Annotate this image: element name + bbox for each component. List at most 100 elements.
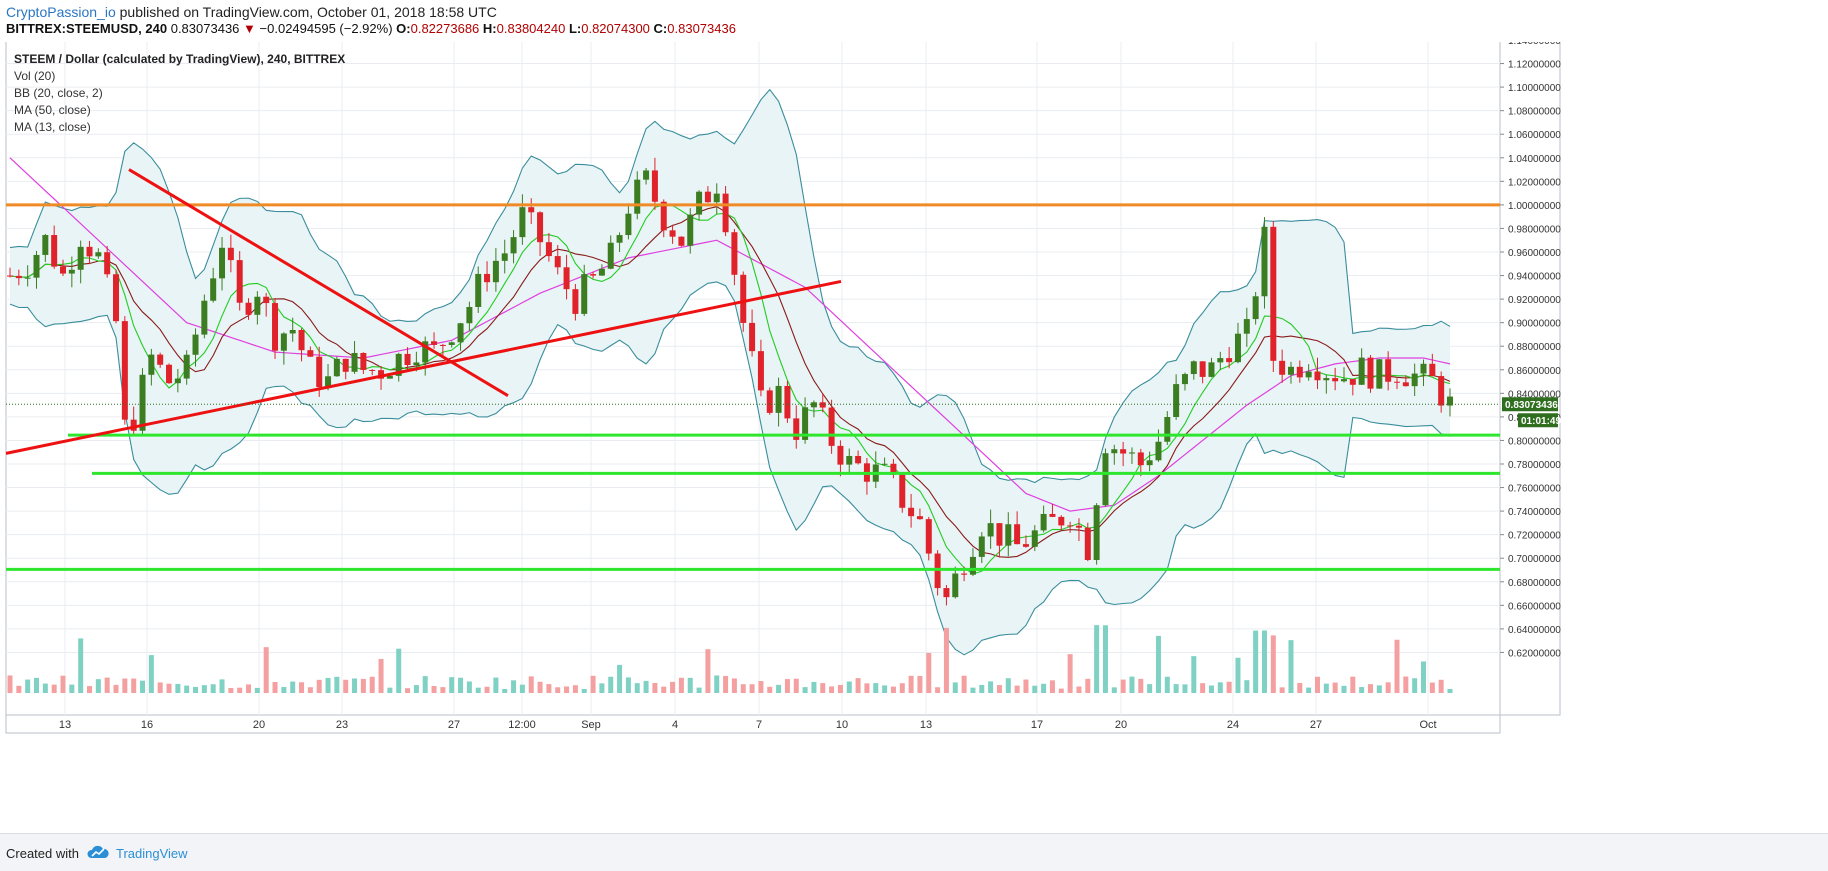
volume-bar — [290, 681, 296, 693]
candle-body — [1261, 226, 1268, 297]
price-chart[interactable]: 1.14000000 1.12000000 1.10000000 1.08000000… — [0, 42, 1828, 833]
volume-bar — [281, 686, 287, 693]
candle-body — [775, 385, 782, 413]
descending-trendline[interactable] — [128, 168, 509, 397]
volume-bar — [687, 677, 693, 693]
volume-bar — [1261, 630, 1267, 693]
candle-body — [86, 246, 93, 257]
volume-bar — [431, 686, 437, 693]
volume-bar — [935, 687, 941, 693]
candle-body — [236, 260, 243, 303]
y-tick-label: 0.64000000 — [1508, 625, 1561, 636]
candle-body — [272, 303, 279, 351]
volume-bar — [131, 678, 137, 693]
volume-bar — [1217, 682, 1223, 693]
candle-body — [457, 323, 464, 343]
volume-bar — [802, 687, 808, 693]
candle-body — [219, 247, 226, 279]
candle-body — [1243, 319, 1250, 334]
volume-bar — [254, 687, 260, 693]
volume-bar — [228, 688, 234, 693]
volume-bar — [1359, 687, 1365, 693]
volume-bar — [493, 677, 499, 693]
candle-body — [1411, 373, 1418, 387]
volume-bar — [1014, 685, 1020, 693]
bollinger-fill — [10, 89, 1450, 655]
volume-bar — [7, 675, 13, 693]
candle-body — [837, 445, 844, 465]
candle-body — [766, 390, 773, 413]
candle-body — [678, 236, 685, 246]
volume-bar — [193, 686, 199, 693]
candle-body — [899, 474, 906, 508]
candle-body — [669, 230, 676, 237]
volume-bar — [1403, 676, 1409, 693]
candle-body — [731, 232, 738, 275]
volume-bar — [776, 684, 782, 693]
volume-bar — [1385, 682, 1391, 693]
y-tick-label: 0.70000000 — [1508, 554, 1561, 565]
candle-body — [519, 207, 526, 238]
x-tick-label: 27 — [448, 719, 460, 731]
volume-bar — [1085, 678, 1091, 693]
candle-body — [757, 351, 764, 391]
volume-bar — [325, 677, 331, 693]
candle-body — [192, 334, 199, 355]
candle-body — [227, 247, 234, 261]
candle-body — [1429, 363, 1436, 377]
candle-body — [696, 191, 703, 215]
candle-body — [333, 358, 340, 377]
volume-bar — [1429, 682, 1435, 693]
candle-body — [598, 268, 605, 276]
candle-body — [1173, 384, 1180, 418]
volume-bar — [95, 679, 101, 693]
legend-ma50[interactable]: MA (50, close) — [14, 103, 91, 117]
candle-body — [1111, 449, 1118, 454]
candle-body — [625, 213, 632, 236]
candle-body — [1385, 359, 1392, 382]
candle-body — [1199, 361, 1206, 377]
candle-body — [1420, 363, 1427, 374]
author-link[interactable]: CryptoPassion_io — [6, 4, 116, 20]
time-axis[interactable] — [5, 714, 1501, 734]
volume-bar — [1323, 683, 1329, 693]
y-tick-label: 0.72000000 — [1508, 531, 1561, 542]
candle-body — [1014, 524, 1021, 545]
tradingview-link[interactable]: TradingView — [116, 846, 188, 861]
volume-bar — [670, 681, 676, 693]
volume-bar — [1173, 684, 1179, 693]
candle-body — [1305, 371, 1312, 378]
candle-body — [581, 274, 588, 314]
candle-body — [978, 536, 985, 557]
candle-body — [60, 266, 67, 274]
candle-body — [254, 296, 261, 315]
volume-bar — [51, 684, 57, 693]
volume-bar — [378, 658, 384, 693]
countdown-text: 01:01:49 — [1521, 416, 1561, 427]
legend-ma13[interactable]: MA (13, close) — [14, 120, 91, 134]
volume-bar — [1155, 635, 1161, 693]
chart-legend: STEEM / Dollar (calculated by TradingVie… — [14, 51, 345, 136]
candle-body — [1358, 357, 1365, 385]
candle-body — [784, 385, 791, 419]
candle-body — [174, 378, 181, 384]
volume-bar — [78, 638, 84, 693]
legend-bb[interactable]: BB (20, close, 2) — [14, 86, 103, 100]
candle-body — [916, 516, 923, 520]
volume-bar — [652, 682, 658, 693]
volume-bar — [1076, 686, 1082, 693]
candle-body — [466, 306, 473, 324]
ascending-trendline[interactable] — [5, 279, 842, 455]
x-tick-label: 17 — [1031, 719, 1043, 731]
volume-bar — [69, 684, 75, 693]
price-axis[interactable] — [1499, 42, 1561, 716]
candle-body — [378, 370, 385, 379]
volume-bar — [484, 686, 490, 693]
volume-bar — [184, 685, 190, 693]
volume-bar — [714, 675, 720, 693]
legend-vol[interactable]: Vol (20) — [14, 69, 56, 83]
volume-bar — [617, 664, 623, 693]
volume-bar — [352, 678, 358, 693]
volume-bar — [387, 687, 393, 693]
